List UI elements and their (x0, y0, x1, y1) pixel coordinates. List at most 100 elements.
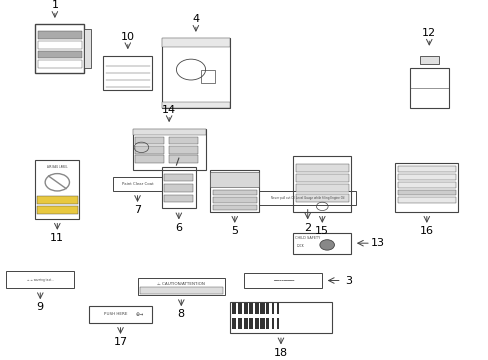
Bar (397, 182, 455, 188)
Text: ━━━━━━━━━━: ━━━━━━━━━━ (272, 279, 293, 283)
Text: 8: 8 (177, 309, 184, 319)
Text: PUSH HERE: PUSH HERE (103, 312, 127, 316)
Bar (210, 170, 259, 212)
Bar (212, 190, 256, 195)
Text: Never pull out Oil Level Gauge while filling Engine Oil: Never pull out Oil Level Gauge while fil… (270, 196, 344, 200)
Bar (210, 172, 259, 187)
Text: 5: 5 (231, 226, 238, 236)
Bar (135, 155, 164, 163)
Bar (212, 197, 256, 203)
Bar (162, 38, 229, 47)
Text: 13: 13 (370, 238, 385, 248)
Bar (37, 207, 78, 214)
Text: 9: 9 (37, 302, 44, 312)
Text: 1: 1 (51, 0, 58, 10)
Text: 14: 14 (162, 104, 176, 114)
Bar (271, 319, 274, 329)
Bar (419, 56, 438, 64)
Bar (140, 287, 222, 293)
Text: 18: 18 (273, 347, 287, 357)
Bar (394, 163, 458, 212)
Bar (169, 155, 198, 163)
Bar (397, 190, 455, 195)
Text: 4: 4 (192, 14, 199, 24)
Bar (201, 69, 215, 84)
Bar (397, 166, 455, 172)
Bar (249, 319, 253, 329)
Bar (84, 29, 91, 68)
Text: 11: 11 (50, 233, 64, 243)
Bar (295, 194, 348, 202)
Bar (254, 319, 258, 329)
Text: 7: 7 (134, 205, 141, 215)
Text: ⚠ ⚠ warning text...: ⚠ ⚠ warning text... (27, 278, 54, 282)
Text: AIR BAG LABEL: AIR BAG LABEL (47, 165, 67, 169)
Bar (295, 164, 348, 172)
Bar (162, 102, 229, 108)
Bar (295, 174, 348, 182)
Bar (169, 137, 198, 144)
Bar (292, 156, 351, 212)
Text: 16: 16 (419, 226, 433, 236)
Text: 3: 3 (345, 275, 352, 285)
Bar (135, 137, 164, 144)
Bar (6, 271, 74, 288)
Text: CHILD SAFETY: CHILD SAFETY (294, 236, 320, 240)
Bar (229, 302, 331, 333)
Bar (35, 160, 79, 219)
Bar (212, 205, 256, 210)
Circle shape (319, 240, 334, 250)
Bar (103, 56, 152, 90)
Bar (132, 129, 205, 170)
Bar (113, 177, 162, 191)
Text: 10: 10 (121, 32, 135, 42)
Bar (162, 38, 229, 108)
Bar (164, 195, 193, 202)
Bar (397, 174, 455, 180)
Bar (277, 319, 278, 329)
Bar (265, 319, 268, 329)
Bar (137, 278, 224, 295)
Bar (164, 174, 193, 181)
Bar (135, 146, 164, 154)
Bar (277, 303, 278, 314)
Bar (249, 303, 253, 314)
Bar (38, 60, 81, 68)
Bar (232, 303, 236, 314)
Bar (244, 273, 322, 288)
Bar (243, 319, 247, 329)
Bar (37, 196, 78, 203)
Bar (254, 303, 258, 314)
Text: 15: 15 (315, 226, 328, 236)
Text: LOCK: LOCK (296, 244, 304, 248)
Bar (38, 31, 81, 39)
Bar (260, 303, 264, 314)
Text: 12: 12 (421, 28, 435, 38)
Text: 17: 17 (113, 337, 127, 347)
Bar (35, 24, 84, 73)
Bar (238, 303, 242, 314)
Bar (397, 197, 455, 203)
Bar (232, 319, 236, 329)
Text: 6: 6 (175, 222, 182, 233)
Text: 2: 2 (304, 222, 311, 233)
Bar (38, 41, 81, 49)
Bar (38, 51, 81, 58)
Bar (271, 303, 274, 314)
Text: ⊕→: ⊕→ (136, 312, 144, 317)
Bar (292, 233, 351, 253)
Text: Paint Clear Coat: Paint Clear Coat (122, 182, 153, 186)
Bar (259, 191, 356, 205)
Bar (89, 306, 152, 323)
Bar (409, 68, 448, 108)
Bar (169, 146, 198, 154)
Bar (295, 184, 348, 192)
Bar (238, 319, 242, 329)
Bar (265, 303, 268, 314)
Bar (164, 184, 193, 192)
Bar (132, 129, 205, 135)
Text: ⚠ CAUTION/ATTENTION: ⚠ CAUTION/ATTENTION (157, 282, 205, 286)
Bar (162, 167, 196, 208)
Bar (260, 319, 264, 329)
Bar (243, 303, 247, 314)
